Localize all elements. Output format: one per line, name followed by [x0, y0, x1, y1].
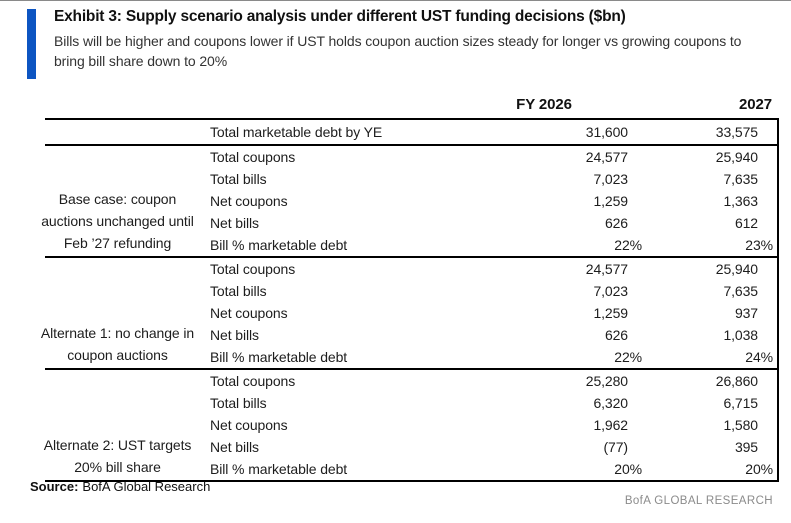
row-label: Total bills — [210, 171, 267, 187]
value-fy2026: 22% — [445, 234, 643, 258]
table-header-row: FY 2026 2027 — [45, 89, 778, 120]
header-spacer — [207, 89, 445, 120]
table-row: Net bills 626 612 — [45, 212, 779, 234]
row-label: Total coupons — [210, 261, 296, 277]
row-label: Net bills — [210, 215, 259, 231]
scenario-cell: Alternate 2: UST targets 20% bill share — [44, 369, 207, 482]
row-label: Bill % marketable debt — [207, 234, 445, 258]
value-2027: 6,715 — [643, 392, 779, 414]
value-fy2026: 22% — [445, 346, 643, 370]
table-row: Total bills 7,023 7,635 — [45, 168, 779, 190]
table-row: Total marketable debt by YE 31,600 33,57… — [45, 119, 779, 146]
value-2027: 26,860 — [643, 369, 779, 392]
table-row: Net bills 626 1,038 — [45, 324, 779, 346]
column-header-2027: 2027 — [643, 89, 778, 120]
source-text: BofA Global Research — [82, 479, 211, 494]
row-label: Bill % marketable debt — [207, 346, 445, 370]
value-2027: 7,635 — [643, 280, 779, 302]
value-fy2026: 25,280 — [585, 373, 628, 389]
scenario-cell-empty — [45, 119, 207, 146]
value-2027: 7,635 — [643, 168, 779, 190]
table-row: Total bills 7,023 7,635 — [45, 280, 779, 302]
value-2027: 23% — [643, 234, 779, 258]
table-row: Bill % marketable debt 20% 20% — [45, 458, 779, 482]
value-2027: 25,940 — [643, 145, 779, 168]
value-2027: 1,363 — [643, 190, 779, 212]
table-row: Net coupons 1,962 1,580 — [45, 414, 779, 436]
value-fy2026: 7,023 — [593, 283, 628, 299]
value-2027: 1,580 — [643, 414, 779, 436]
table-row: Total bills 6,320 6,715 — [45, 392, 779, 414]
source-label: Source: — [30, 479, 79, 494]
value-fy2026: 626 — [604, 215, 628, 231]
row-label: Net coupons — [210, 305, 288, 321]
value-2027: 937 — [643, 302, 779, 324]
row-label: Total marketable debt by YE — [207, 119, 445, 146]
table-row: Alternate 2: UST targets 20% bill share … — [44, 369, 779, 482]
exhibit-header: Exhibit 3: Supply scenario analysis unde… — [54, 5, 760, 71]
value-2027: 24% — [643, 346, 779, 370]
brand-footer: BofA GLOBAL RESEARCH — [624, 495, 773, 507]
header-spacer — [45, 89, 207, 120]
accent-bar — [27, 9, 36, 79]
column-header-fy2026: FY 2026 — [445, 89, 643, 120]
supply-scenario-table: FY 2026 2027 Total marketable debt by YE… — [41, 89, 779, 482]
scenario-label: Alternate 1: no change in coupon auction… — [40, 325, 195, 363]
value-fy2026: 24,577 — [585, 149, 628, 165]
value-fy2026: (77) — [603, 439, 629, 455]
scenario-label: Base case: coupon auctions unchanged unt… — [41, 191, 194, 251]
value-2027: 1,038 — [643, 324, 779, 346]
scenario-cell: Alternate 1: no change in coupon auction… — [41, 257, 207, 370]
row-label: Net coupons — [210, 193, 288, 209]
scenario-label: Alternate 2: UST targets 20% bill share — [43, 437, 192, 475]
value-2027: 395 — [643, 436, 779, 458]
row-label: Total coupons — [210, 373, 296, 389]
value-2027: 612 — [643, 212, 779, 234]
scenario-cell: Base case: coupon auctions unchanged unt… — [41, 145, 207, 258]
exhibit-title: Exhibit 3: Supply scenario analysis unde… — [54, 8, 626, 25]
table-row: Base case: coupon auctions unchanged unt… — [41, 145, 779, 258]
value-2027: 20% — [643, 458, 779, 482]
value-fy2026: 7,023 — [593, 171, 628, 187]
row-label: Total bills — [210, 283, 267, 299]
exhibit-subtitle: Bills will be higher and coupons lower i… — [54, 33, 742, 69]
row-label: Total coupons — [210, 149, 296, 165]
value-fy2026: 1,962 — [593, 417, 628, 433]
value-fy2026: 31,600 — [445, 119, 643, 146]
row-label: Bill % marketable debt — [207, 458, 445, 482]
value-fy2026: 20% — [445, 458, 643, 482]
value-2027: 33,575 — [643, 119, 779, 146]
value-fy2026: 626 — [604, 327, 628, 343]
value-2027: 25,940 — [643, 257, 779, 280]
value-fy2026: 1,259 — [593, 193, 628, 209]
row-label: Total bills — [210, 395, 267, 411]
row-label: Net bills — [210, 327, 259, 343]
table-row: Alternate 1: no change in coupon auction… — [41, 257, 779, 370]
row-label: Net coupons — [210, 417, 288, 433]
row-label: Net bills — [210, 439, 259, 455]
table-row: Bill % marketable debt 22% 24% — [45, 346, 779, 370]
table-row: Net coupons 1,259 1,363 — [45, 190, 779, 212]
value-fy2026: 1,259 — [593, 305, 628, 321]
table-row: Bill % marketable debt 22% 23% — [45, 234, 779, 258]
source-line: Source: BofA Global Research — [30, 479, 210, 494]
value-fy2026: 6,320 — [593, 395, 628, 411]
table-row: Net bills (77) 395 — [45, 436, 779, 458]
value-fy2026: 24,577 — [585, 261, 628, 277]
table-row: Net coupons 1,259 937 — [45, 302, 779, 324]
